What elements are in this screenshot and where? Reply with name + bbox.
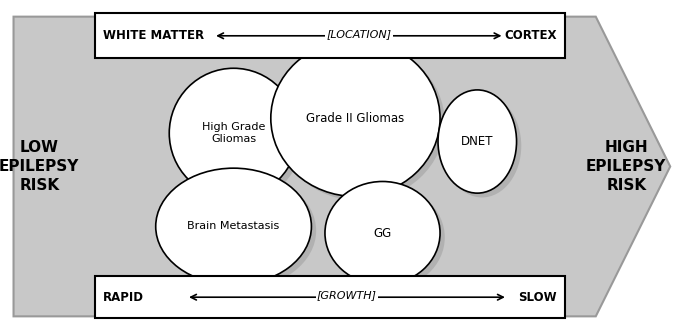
Text: LOW
EPILEPSY
RISK: LOW EPILEPSY RISK <box>0 141 79 192</box>
Ellipse shape <box>156 168 311 285</box>
Text: HIGH
EPILEPSY
RISK: HIGH EPILEPSY RISK <box>586 141 666 192</box>
Text: High Grade
Gliomas: High Grade Gliomas <box>202 123 265 144</box>
Ellipse shape <box>443 94 521 197</box>
FancyBboxPatch shape <box>95 276 565 318</box>
Ellipse shape <box>276 44 445 201</box>
Text: RAPID: RAPID <box>103 291 144 304</box>
Text: CORTEX: CORTEX <box>504 29 557 42</box>
Ellipse shape <box>160 172 316 289</box>
Ellipse shape <box>169 68 298 198</box>
Ellipse shape <box>330 186 445 289</box>
FancyBboxPatch shape <box>95 13 565 58</box>
Text: DNET: DNET <box>461 135 494 148</box>
Ellipse shape <box>271 40 440 196</box>
Polygon shape <box>14 17 670 316</box>
Ellipse shape <box>174 73 303 202</box>
Text: Brain Metastasis: Brain Metastasis <box>188 221 280 231</box>
Ellipse shape <box>325 181 440 285</box>
Text: WHITE MATTER: WHITE MATTER <box>103 29 204 42</box>
Text: [LOCATION]: [LOCATION] <box>326 29 391 39</box>
Text: SLOW: SLOW <box>519 291 557 304</box>
Ellipse shape <box>438 90 517 193</box>
Text: [GROWTH]: [GROWTH] <box>317 290 377 301</box>
Text: Grade II Gliomas: Grade II Gliomas <box>306 112 405 125</box>
Text: GG: GG <box>374 226 391 240</box>
